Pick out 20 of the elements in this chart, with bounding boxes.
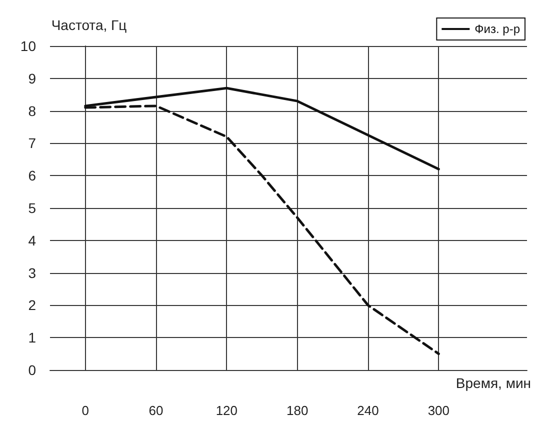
y-tick-label: 5 — [28, 200, 36, 216]
y-tick-label: 9 — [28, 70, 36, 86]
x-tick-label: 180 — [286, 403, 308, 418]
y-axis-title: Частота, Гц — [51, 17, 127, 33]
x-axis-title: Время, мин — [456, 375, 531, 391]
legend-label: Физ. р-р — [474, 22, 520, 36]
y-tick-label: 2 — [28, 297, 36, 314]
y-tick-label: 7 — [28, 135, 36, 152]
x-tick-label: 120 — [216, 403, 238, 418]
y-tick-label: 6 — [28, 168, 36, 184]
y-tick-label: 3 — [28, 264, 36, 281]
y-tick-label: 8 — [28, 102, 36, 119]
x-tick-label: 300 — [428, 403, 450, 418]
y-tick-label: 10 — [20, 38, 36, 54]
x-tick-label: 60 — [148, 403, 164, 418]
x-tick-label: 240 — [357, 403, 379, 418]
y-tick-label: 0 — [28, 362, 36, 378]
x-tick-label: 0 — [82, 403, 89, 418]
y-tick-label: 1 — [28, 330, 36, 346]
y-tick-label: 4 — [28, 232, 36, 248]
